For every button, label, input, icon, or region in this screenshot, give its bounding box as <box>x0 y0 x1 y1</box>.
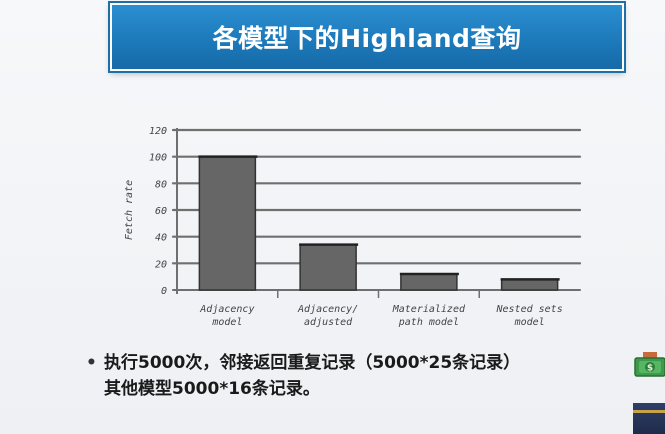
bullet-text-line-1: 执行5000次，邻接返回重复记录（5000*25条记录） <box>104 353 521 373</box>
y-tick-label: 40 <box>155 233 167 244</box>
bar <box>198 155 257 291</box>
y-tick-label: 80 <box>155 179 167 190</box>
y-tick-label: 100 <box>149 153 167 164</box>
y-tick-label: 0 <box>161 286 167 297</box>
svg-text:$: $ <box>647 364 653 374</box>
x-tick-label: adjusted <box>304 317 353 328</box>
y-tick-label: 60 <box>155 206 167 217</box>
x-tick-label: Nested sets <box>496 304 563 315</box>
x-tick-label: Materialized <box>392 304 466 315</box>
y-tick-label: 20 <box>155 259 167 270</box>
bar <box>500 278 559 291</box>
title-banner: 各模型下的Highland查询 <box>110 3 624 71</box>
bullet-item-1: • 执行5000次，邻接返回重复记录（5000*25条记录） <box>86 350 646 376</box>
bullet-item-1-continued: 其他模型5000*16条记录。 <box>86 376 646 402</box>
money-icon: $ <box>634 352 665 377</box>
bar <box>299 243 357 291</box>
x-tick-label: Adjacency <box>199 304 254 315</box>
slide-title: 各模型下的Highland查询 <box>212 24 522 53</box>
x-tick-label: model <box>211 317 242 328</box>
bullet-text-line-2: 其他模型5000*16条记录。 <box>104 379 320 399</box>
y-axis-label: Fetch rate <box>124 180 135 240</box>
x-tick-label: model <box>514 317 545 328</box>
y-tick-label: 120 <box>149 126 167 137</box>
x-tick-label: Adjacency/ <box>297 304 358 315</box>
fetch-rate-chart: 0 20 40 60 80 100 120 Fetch rate Adjacency model A… <box>112 118 587 338</box>
x-tick-label: path model <box>398 317 459 328</box>
bar-chart-svg: 0 20 40 60 80 100 120 Fetch rate Adjacency model A… <box>124 126 582 328</box>
corner-decoration <box>633 403 665 434</box>
bullet-list: • 执行5000次，邻接返回重复记录（5000*25条记录） 其他模型5000*1… <box>86 350 646 402</box>
bullet-dot: • <box>86 353 97 373</box>
bar <box>400 273 458 291</box>
